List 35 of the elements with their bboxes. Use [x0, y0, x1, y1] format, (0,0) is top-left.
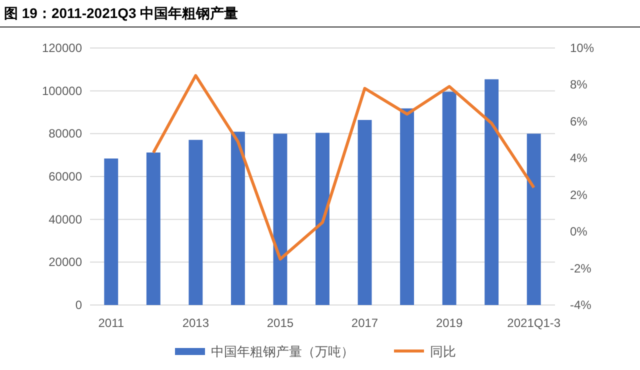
bar [104, 158, 118, 305]
bar [526, 134, 541, 305]
x-tick-label: 2017 [351, 316, 378, 330]
y-tick-label: 80000 [48, 126, 82, 141]
y2-tick-label: 6% [570, 114, 588, 128]
y2-tick-label: 10% [570, 41, 594, 55]
y2-tick-label: -2% [570, 261, 592, 276]
x-tick-label: 2011 [98, 316, 124, 330]
x-tick-label: 2013 [182, 316, 210, 330]
y-tick-label: 120000 [42, 41, 82, 55]
x-tick-label: 2015 [266, 316, 294, 330]
y2-tick-label: 0% [570, 224, 588, 239]
bar [316, 132, 330, 305]
bar [358, 120, 372, 305]
legend-label: 同比 [430, 344, 456, 359]
y-tick-label: 40000 [48, 212, 82, 226]
y2-tick-label: -4% [570, 298, 592, 312]
y-tick-label: 100000 [42, 84, 82, 98]
bar [442, 92, 456, 305]
x-tick-label: 2019 [436, 316, 463, 330]
bar [273, 134, 288, 305]
x-tick-label: 2021Q1-3 [507, 316, 561, 330]
bar [188, 140, 203, 305]
bar [400, 108, 414, 305]
bar [484, 79, 499, 305]
chart-title: 图 19：2011-2021Q3 中国年粗钢产量 [4, 5, 238, 21]
y2-tick-label: 4% [570, 151, 588, 166]
legend-label: 中国年粗钢产量（万吨） [211, 344, 354, 359]
y2-tick-label: 8% [570, 78, 588, 92]
bar [146, 152, 160, 305]
y-tick-label: 20000 [48, 255, 82, 270]
bar [230, 132, 245, 305]
y-tick-label: 60000 [48, 170, 82, 184]
y2-tick-label: 2% [570, 188, 588, 202]
y-tick-label: 0 [75, 298, 82, 312]
